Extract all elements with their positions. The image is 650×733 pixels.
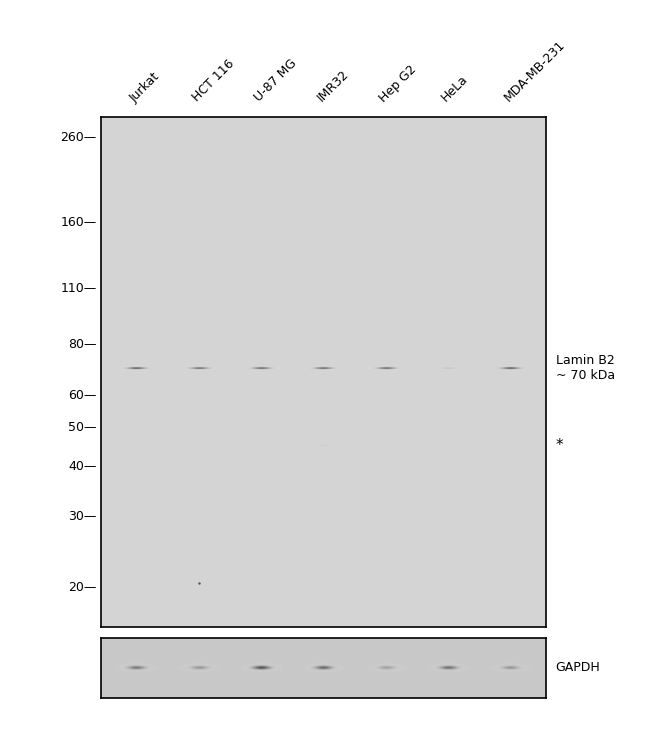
Text: IMR32: IMR32 [314, 68, 351, 105]
Text: 80—: 80— [68, 338, 97, 351]
Text: 30—: 30— [68, 510, 97, 523]
Text: 50—: 50— [68, 421, 97, 433]
Text: 20—: 20— [68, 581, 97, 594]
Text: 110—: 110— [60, 282, 97, 295]
Text: Hep G2: Hep G2 [376, 62, 419, 105]
Text: 260—: 260— [60, 131, 97, 144]
Text: Lamin B2
~ 70 kDa: Lamin B2 ~ 70 kDa [556, 354, 615, 382]
Text: 40—: 40— [68, 460, 97, 473]
Text: *: * [556, 438, 564, 453]
Text: HCT 116: HCT 116 [190, 57, 237, 105]
Text: GAPDH: GAPDH [556, 661, 601, 674]
Text: U-87 MG: U-87 MG [252, 57, 299, 105]
Text: 60—: 60— [68, 388, 97, 402]
Text: 160—: 160— [60, 216, 97, 229]
Text: MDA-MB-231: MDA-MB-231 [501, 39, 567, 105]
Text: Jurkat: Jurkat [127, 70, 162, 105]
Text: HeLa: HeLa [439, 73, 471, 105]
